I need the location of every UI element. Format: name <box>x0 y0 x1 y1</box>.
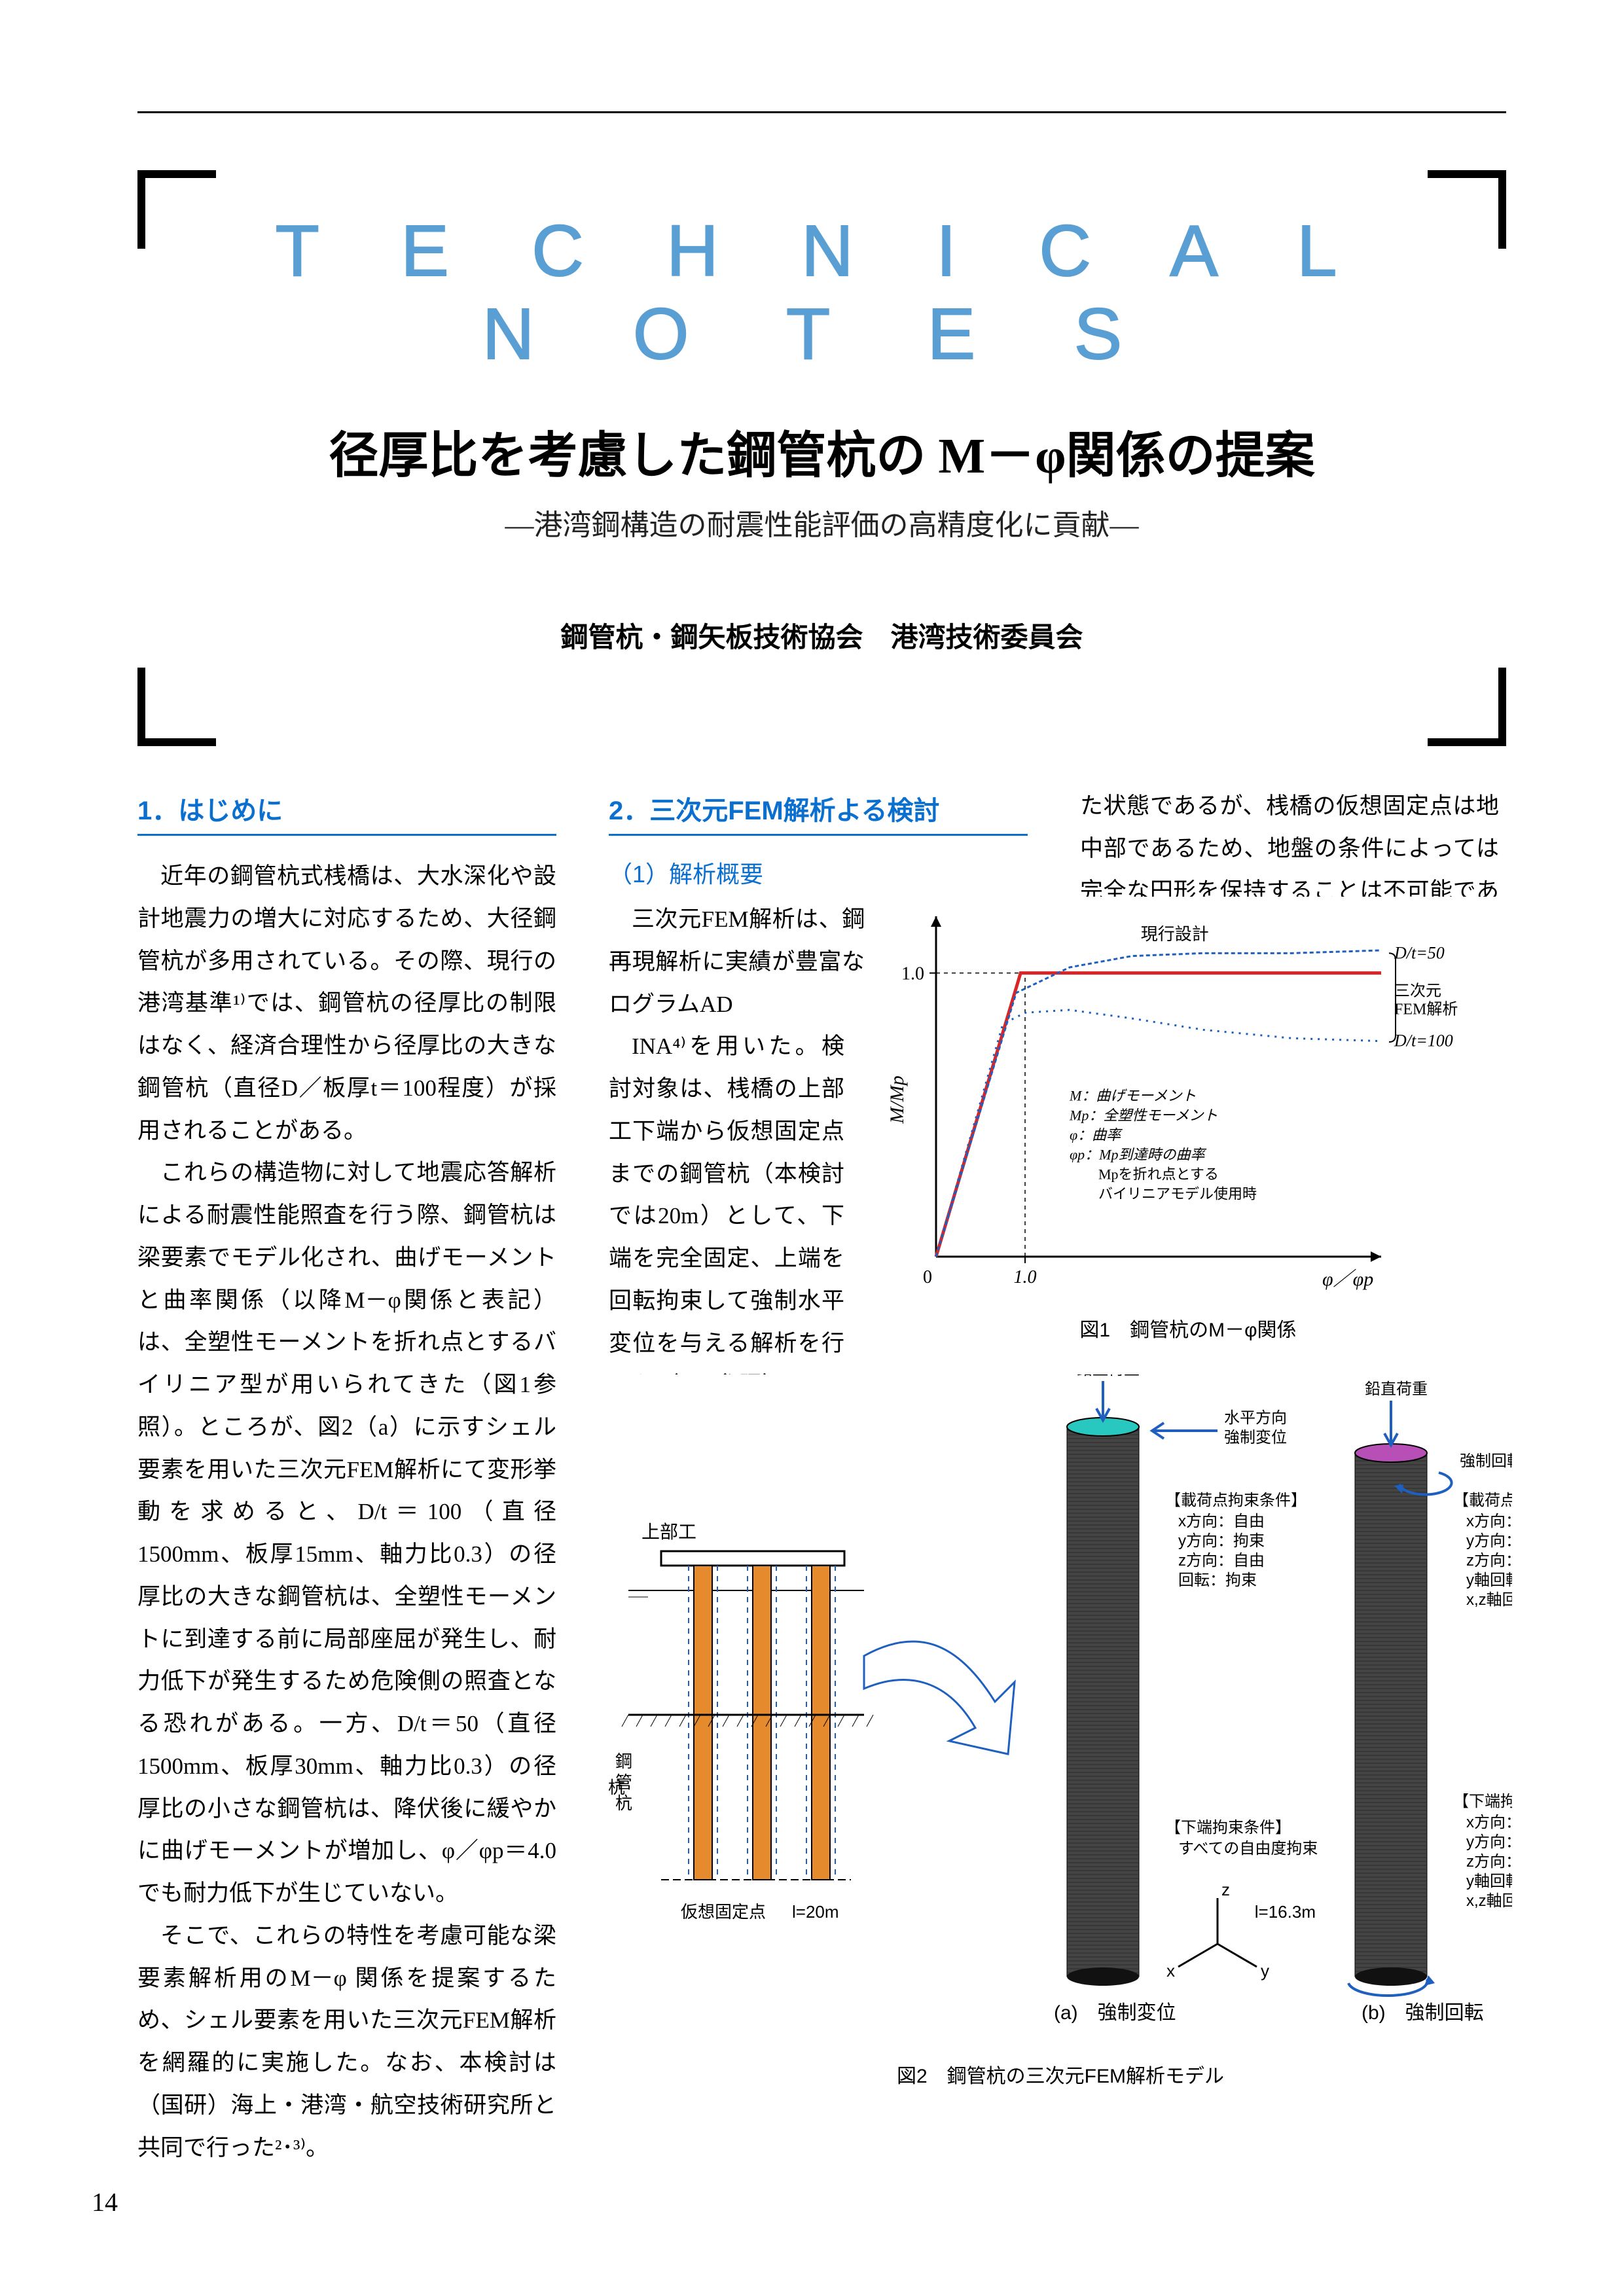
body-area: 1．はじめに 近年の鋼管杭式桟橋は、大水深化や設計地震力の増大に対応するため、大… <box>137 785 1506 2178</box>
svg-text:現行設計: 現行設計 <box>1141 925 1209 944</box>
svg-text:x方向：拘束: x方向：拘束 <box>1466 1814 1512 1831</box>
tech-row1: T E C H N I C A L <box>137 209 1506 293</box>
corner-top-right <box>1428 170 1506 249</box>
svg-text:z方向：自由: z方向：自由 <box>1178 1552 1265 1570</box>
figure-2-caption: 図2 鋼管杭の三次元FEM解析モデル <box>609 2060 1512 2089</box>
svg-text:Mp：全塑性モーメント: Mp：全塑性モーメント <box>1069 1107 1218 1124</box>
technical-notes-logo: T E C H N I C A L N O T E S <box>137 209 1506 376</box>
svg-text:強制回転: 強制回転 <box>1460 1452 1512 1470</box>
svg-text:M：曲げモーメント: M：曲げモーメント <box>1069 1088 1196 1104</box>
svg-text:φ／φp: φ／φp <box>1322 1268 1373 1290</box>
svg-text:上部工: 上部工 <box>641 1522 696 1542</box>
svg-text:【載荷点拘束条件】: 【載荷点拘束条件】 <box>1453 1492 1512 1509</box>
svg-text:鋼: 鋼 <box>615 1751 632 1771</box>
svg-text:y: y <box>1261 1961 1269 1981</box>
svg-text:y軸回転：自由: y軸回転：自由 <box>1466 1571 1512 1589</box>
svg-text:(a) 強制変位: (a) 強制変位 <box>1054 2002 1176 2024</box>
figure-2: 上部工鋼管杭鋼管杭仮想固定点l=20m鉛直荷重水平方向強制変位【載荷点拘束条件】… <box>609 1374 1512 2094</box>
svg-text:三次元: 三次元 <box>1394 982 1441 999</box>
svg-text:φp：Mp到達時の曲率: φp：Mp到達時の曲率 <box>1070 1147 1206 1163</box>
svg-text:1.0: 1.0 <box>901 964 924 984</box>
section2-heading: 2．三次元FEM解析よる検討 <box>609 785 1028 836</box>
article-author: 鋼管杭・鋼矢板技術協会 港湾技術委員会 <box>137 615 1506 655</box>
svg-text:杭: 杭 <box>615 1793 632 1813</box>
section1-heading: 1．はじめに <box>137 785 556 836</box>
svg-text:y軸回転：自由: y軸回転：自由 <box>1466 1873 1512 1890</box>
svg-text:x,z軸回転：拘束: x,z軸回転：拘束 <box>1466 1892 1512 1910</box>
svg-text:仮想固定点: 仮想固定点 <box>681 1902 766 1922</box>
corner-bottom-right <box>1428 668 1506 746</box>
svg-text:z方向：自由: z方向：自由 <box>1466 1552 1512 1570</box>
tech-row2: N O T E S <box>137 293 1506 376</box>
svg-text:【下端拘束条件】: 【下端拘束条件】 <box>1165 1819 1291 1837</box>
figure-1-chart: 1.0 0 1.0 M/Mp φ／φp 現行設計 D/t=50 D/t=100 三次元FEM解析… <box>864 897 1512 1302</box>
svg-text:l=16.3m: l=16.3m <box>1255 1902 1316 1922</box>
section1-p1: 近年の鋼管杭式桟橋は、大水深化や設計地震力の増大に対応するため、大径鋼管杭が多用… <box>137 855 556 1152</box>
figure-2-diagram: 上部工鋼管杭鋼管杭仮想固定点l=20m鉛直荷重水平方向強制変位【載荷点拘束条件】… <box>609 1374 1512 2049</box>
svg-text:(b) 強制回転: (b) 強制回転 <box>1362 2002 1484 2024</box>
article-title: 径厚比を考慮した鋼管杭の M－φ関係の提案 <box>137 415 1506 487</box>
figure-1: 1.0 0 1.0 M/Mp φ／φp 現行設計 D/t=50 D/t=100 三次元FEM解析… <box>864 897 1512 1342</box>
svg-text:鉛直荷重: 鉛直荷重 <box>1365 1380 1428 1398</box>
section1-p2: これらの構造物に対して地震応答解析による耐震性能照査を行う際、鋼管杭は梁要素でモ… <box>137 1152 556 1915</box>
svg-text:水平方向: 水平方向 <box>1224 1409 1287 1427</box>
svg-text:0: 0 <box>923 1267 932 1287</box>
page-number: 14 <box>92 2187 118 2217</box>
svg-text:x方向：拘束: x方向：拘束 <box>1466 1513 1512 1530</box>
svg-text:Mpを折れ点とする: Mpを折れ点とする <box>1070 1166 1219 1183</box>
svg-text:z方向：拘束: z方向：拘束 <box>1466 1853 1512 1871</box>
svg-text:x,z軸回転：拘束: x,z軸回転：拘束 <box>1466 1591 1512 1609</box>
svg-text:バイリニアモデル使用時: バイリニアモデル使用時 <box>1070 1186 1257 1202</box>
svg-text:y方向：拘束: y方向：拘束 <box>1178 1532 1265 1550</box>
svg-text:y方向：拘束: y方向：拘束 <box>1466 1833 1512 1851</box>
svg-text:鉛直荷重: 鉛直荷重 <box>1077 1374 1140 1378</box>
section1-p3: そこで、これらの特性を考慮可能な梁要素解析用のM－φ 関係を提案するため、シェル… <box>137 1915 556 2170</box>
svg-text:【下端拘束条件】: 【下端拘束条件】 <box>1453 1793 1512 1810</box>
svg-text:すべての自由度拘束: すべての自由度拘束 <box>1178 1840 1318 1857</box>
svg-text:FEM解析: FEM解析 <box>1394 1000 1458 1018</box>
svg-text:強制変位: 強制変位 <box>1224 1429 1287 1446</box>
section2-subheading: （1）解析概要 <box>609 855 1028 889</box>
svg-text:M/Mp: M/Mp <box>886 1075 908 1124</box>
column-1: 1．はじめに 近年の鋼管杭式桟橋は、大水深化や設計地震力の増大に対応するため、大… <box>137 785 556 2169</box>
svg-text:D/t=100: D/t=100 <box>1394 1031 1453 1050</box>
figure-1-caption: 図1 鋼管杭のM－φ関係 <box>864 1314 1512 1342</box>
svg-text:管: 管 <box>615 1772 632 1792</box>
svg-text:D/t=50: D/t=50 <box>1394 943 1445 962</box>
svg-text:1.0: 1.0 <box>1014 1267 1037 1287</box>
svg-text:φ：曲率: φ：曲率 <box>1070 1127 1123 1143</box>
svg-text:x: x <box>1166 1961 1175 1981</box>
svg-text:z: z <box>1221 1880 1230 1899</box>
svg-text:x方向：自由: x方向：自由 <box>1178 1513 1265 1530</box>
svg-text:y方向：拘束: y方向：拘束 <box>1466 1532 1512 1550</box>
svg-text:【載荷点拘束条件】: 【載荷点拘束条件】 <box>1165 1492 1307 1509</box>
corner-bottom-left <box>137 668 216 746</box>
top-rule <box>137 111 1506 113</box>
svg-text:l=20m: l=20m <box>792 1902 839 1922</box>
svg-text:回転：拘束: 回転：拘束 <box>1178 1571 1257 1589</box>
article-subtitle: ―港湾鋼構造の耐震性能評価の高精度化に貢献― <box>137 501 1506 543</box>
corner-top-left <box>137 170 216 249</box>
